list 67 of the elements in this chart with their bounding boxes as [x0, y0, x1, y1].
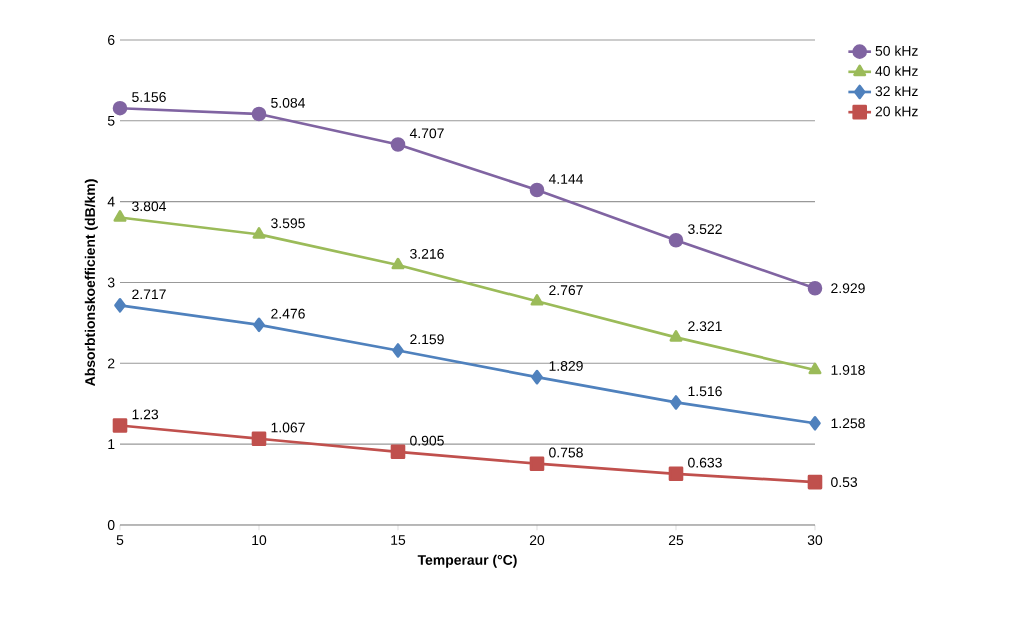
point — [390, 444, 406, 460]
point — [669, 330, 683, 342]
point — [670, 395, 682, 410]
data-label: 0.905 — [410, 435, 444, 446]
data-label: 4.707 — [409, 128, 444, 139]
point — [251, 431, 267, 447]
point — [112, 418, 128, 433]
data-label: 1.829 — [549, 361, 583, 371]
data-label: 1.067 — [271, 422, 305, 433]
legend-label: 40 kHz — [875, 65, 918, 76]
data-label: 3.522 — [688, 224, 722, 235]
point — [529, 182, 545, 198]
legend-label: 32 kHz — [875, 85, 918, 97]
data-label: 5.084 — [271, 97, 306, 108]
data-label: 0.53 — [831, 477, 858, 488]
point — [807, 474, 823, 490]
y-tick-label: 2 — [108, 358, 115, 369]
point — [530, 294, 544, 306]
data-label: 2.476 — [271, 308, 305, 319]
legend-label: 50 kHz — [875, 45, 918, 56]
data-label: 0.758 — [549, 447, 583, 458]
data-label: 1.918 — [831, 365, 865, 375]
point — [112, 100, 128, 116]
data-label: 3.804 — [132, 201, 167, 212]
x-tick-label: 15 — [391, 535, 406, 545]
data-label: 2.929 — [831, 283, 865, 294]
point — [531, 369, 543, 385]
y-tick-label: 4 — [107, 196, 115, 207]
point — [252, 227, 266, 239]
data-label: 3.595 — [271, 218, 305, 229]
point — [392, 343, 404, 358]
data-label: 5.156 — [132, 92, 166, 102]
x-tick-label: 5 — [116, 535, 124, 545]
y-tick-label: 6 — [108, 35, 115, 45]
data-label: 1.23 — [132, 409, 159, 420]
y-tick-label: 5 — [107, 115, 115, 126]
data-label: 2.717 — [132, 289, 166, 300]
x-axis-title: Temperaur (°C) — [417, 554, 517, 568]
x-tick-label: 10 — [252, 535, 267, 546]
y-axis-title: Absorbtionskoefficient (dB/km) — [84, 179, 98, 386]
point — [113, 210, 127, 222]
data-label: 0.633 — [688, 457, 722, 468]
x-tick-label: 30 — [807, 535, 823, 546]
point — [807, 280, 823, 296]
point — [668, 466, 684, 482]
point — [253, 317, 265, 333]
data-label: 4.144 — [548, 174, 584, 184]
point — [668, 232, 684, 248]
point — [809, 415, 821, 431]
x-tick-label: 25 — [668, 535, 684, 546]
point — [808, 362, 822, 375]
y-tick-label: 1 — [108, 439, 115, 449]
y-tick-label: 3 — [107, 277, 115, 288]
data-label: 1.258 — [831, 418, 865, 429]
point — [390, 137, 406, 152]
data-label: 1.516 — [688, 386, 722, 397]
point — [529, 456, 545, 472]
y-tick-label: 0 — [107, 520, 115, 530]
data-label: 2.159 — [410, 334, 444, 345]
point — [251, 106, 267, 122]
data-label: 2.767 — [549, 285, 583, 296]
point — [114, 298, 126, 313]
point — [391, 257, 405, 270]
legend-label: 20 kHz — [875, 106, 918, 117]
data-label: 3.216 — [410, 248, 444, 259]
data-label: 2.321 — [688, 321, 722, 332]
x-tick-label: 20 — [529, 535, 545, 546]
